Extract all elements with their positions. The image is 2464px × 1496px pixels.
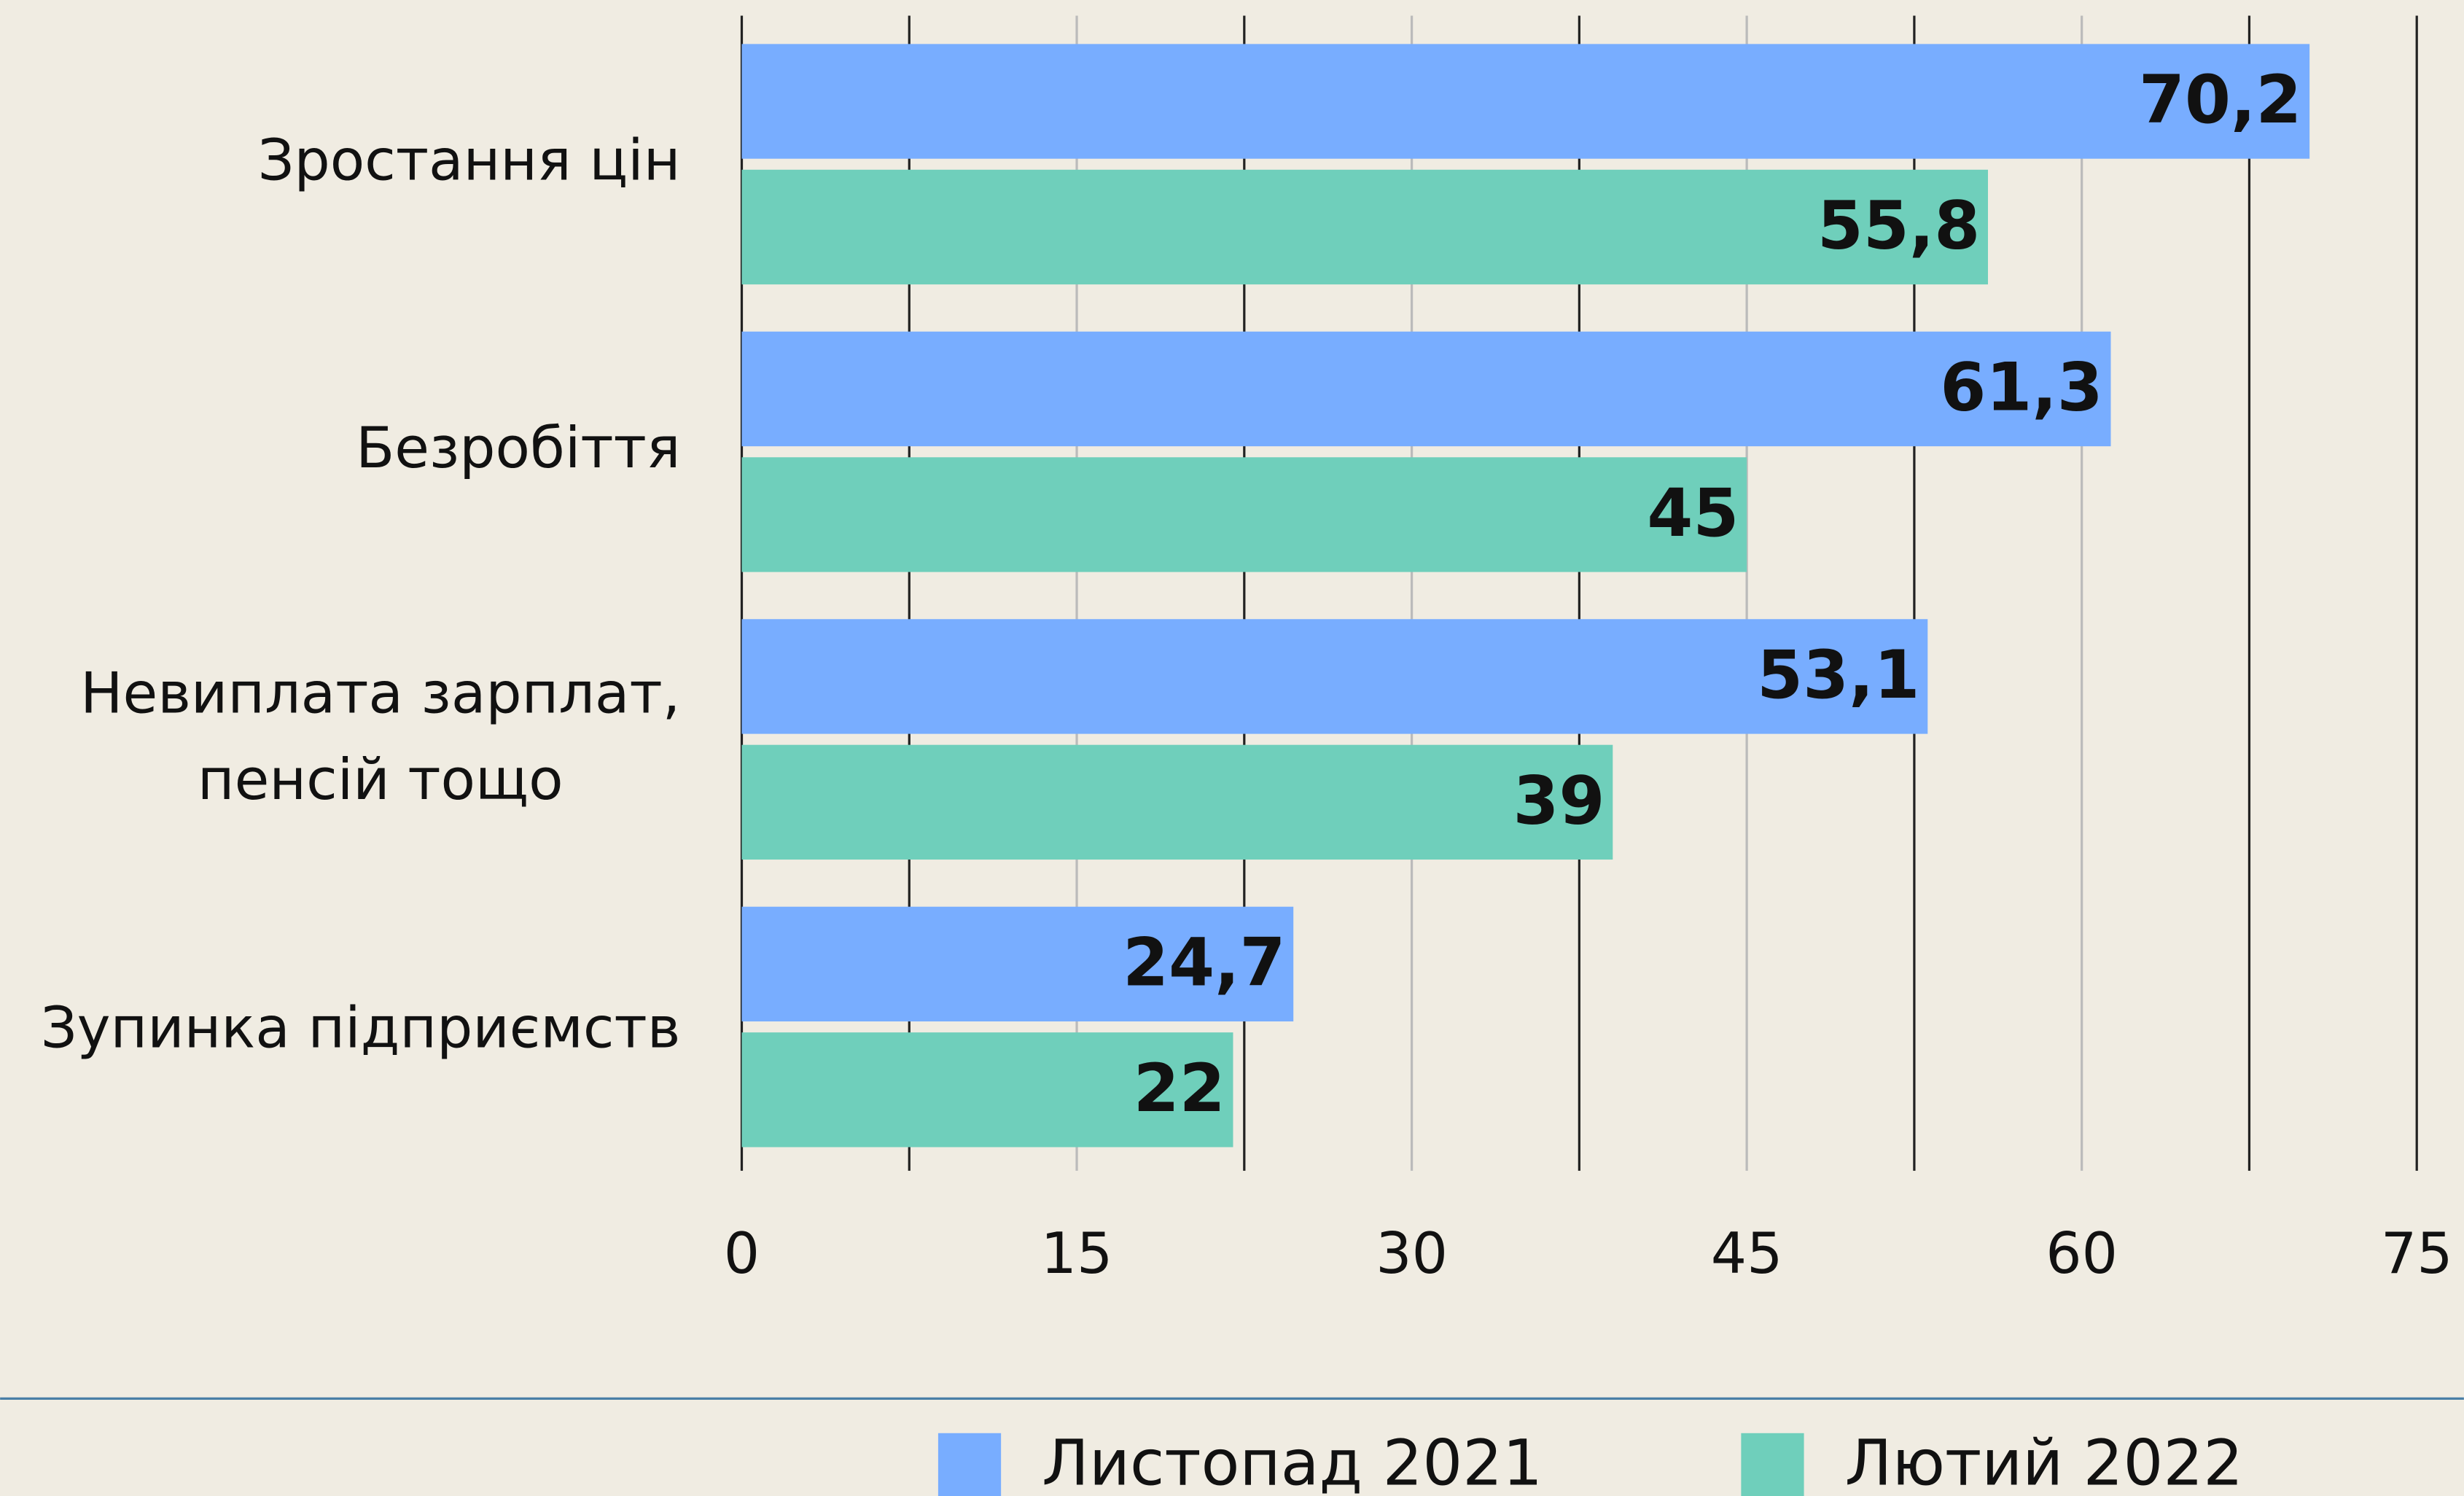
y-tick-label: Зростання цін bbox=[258, 128, 681, 194]
value-label: 39 bbox=[1513, 763, 1605, 840]
x-tick-label: 30 bbox=[1376, 1221, 1448, 1287]
y-tick-label: пенсій тощо bbox=[198, 747, 564, 813]
bar bbox=[741, 619, 1928, 734]
value-label: 22 bbox=[1134, 1051, 1225, 1127]
value-label: 24,7 bbox=[1123, 925, 1285, 1002]
x-tick-label: 45 bbox=[1711, 1221, 1783, 1287]
legend-swatch bbox=[937, 1433, 1002, 1496]
x-tick-label: 0 bbox=[724, 1221, 760, 1287]
value-label: 61,3 bbox=[1940, 350, 2102, 426]
bar bbox=[741, 169, 1989, 285]
bar bbox=[741, 744, 1613, 860]
bar bbox=[741, 906, 1294, 1022]
value-label: 55,8 bbox=[1817, 188, 1980, 265]
bar bbox=[741, 44, 2310, 159]
bar bbox=[741, 457, 1747, 572]
legend-swatch bbox=[1741, 1433, 1804, 1496]
x-tick-label: 75 bbox=[2381, 1221, 2453, 1287]
legend-label: Листопад 2021 bbox=[1042, 1427, 1543, 1496]
value-label: 45 bbox=[1647, 475, 1739, 552]
x-tick-label: 15 bbox=[1041, 1221, 1113, 1287]
value-label: 53,1 bbox=[1757, 637, 1919, 714]
legend-label: Лютий 2022 bbox=[1845, 1427, 2243, 1496]
y-tick-label: Зупинка підприємств bbox=[41, 996, 681, 1061]
value-label: 70,2 bbox=[2139, 62, 2301, 139]
y-tick-label: Безробіття bbox=[356, 416, 680, 481]
x-tick-label: 60 bbox=[2046, 1221, 2118, 1287]
bar bbox=[741, 1032, 1233, 1148]
bar bbox=[741, 331, 2111, 447]
y-tick-label: Невиплата зарплат, bbox=[80, 661, 680, 726]
